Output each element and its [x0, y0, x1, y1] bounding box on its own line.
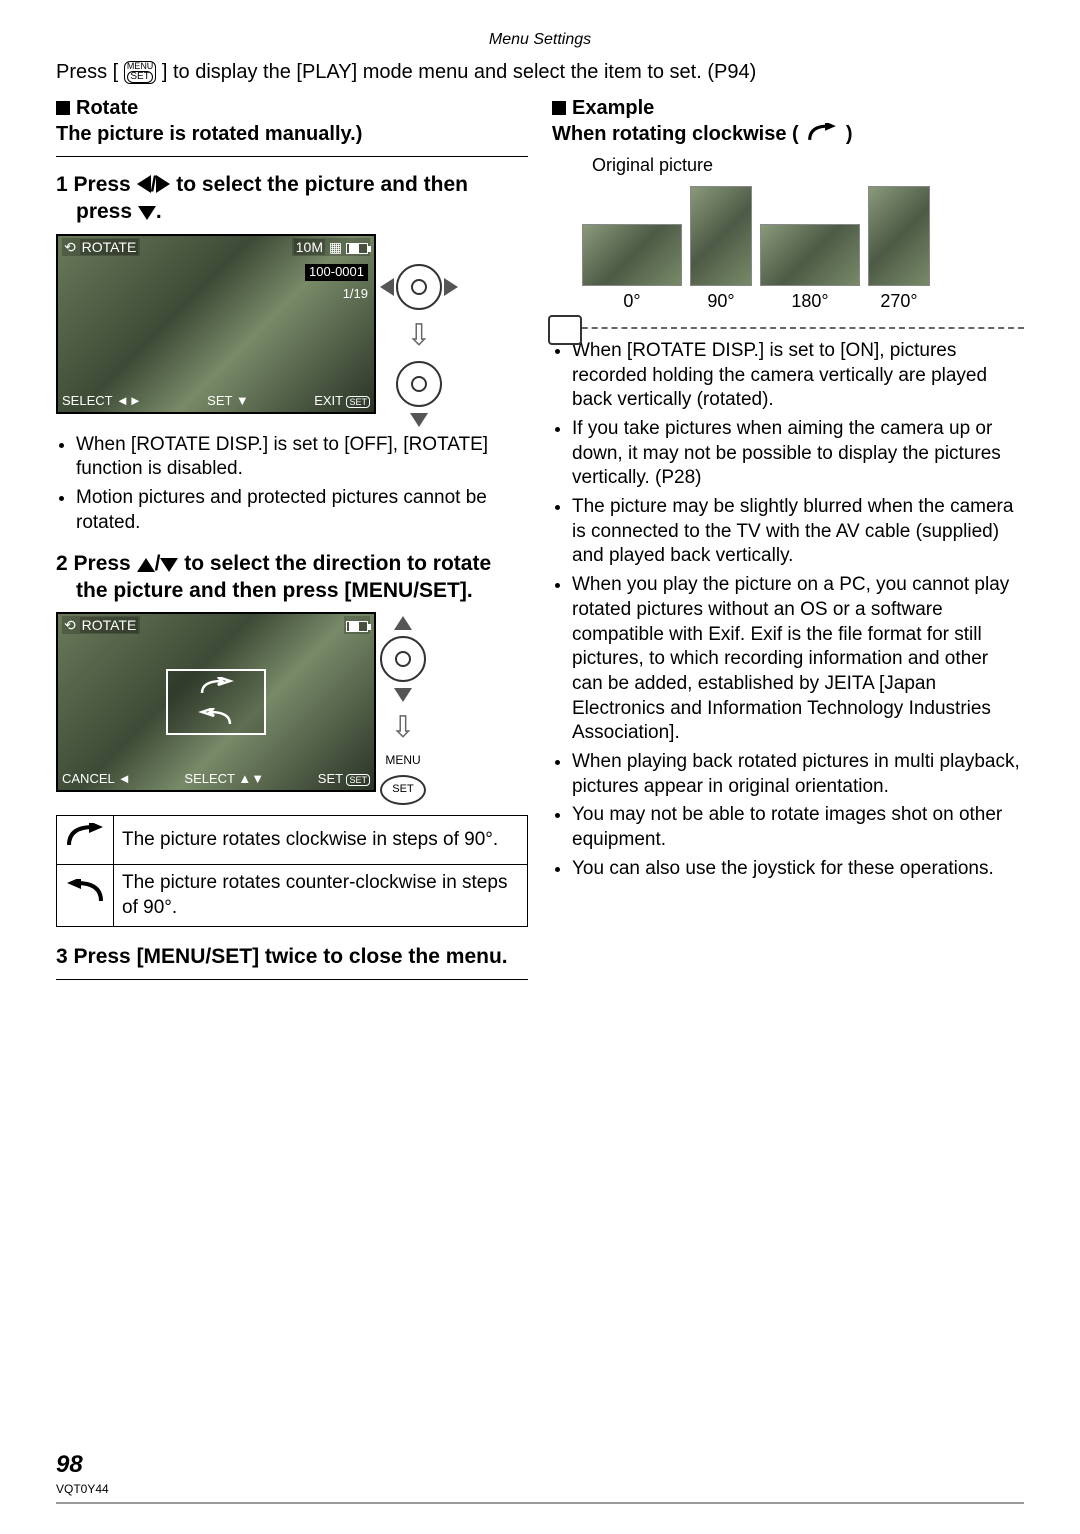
page-header: Menu Settings [0, 0, 1080, 59]
right-column: Example When rotating clockwise ( ) Orig… [552, 95, 1024, 994]
note-item: When [ROTATE DISP.] is set to [ON], pict… [572, 339, 1024, 413]
step-3-title: 3 Press [MENU/SET] twice to close the me… [56, 943, 528, 970]
dpad-icon [396, 264, 442, 310]
ccw-icon [57, 865, 114, 927]
degree-labels: 0° 90° 180° 270° [582, 290, 1024, 313]
table-row: The picture rotates clockwise in steps o… [57, 815, 528, 864]
dpad-icon [380, 636, 426, 682]
controls-2: ⇩ MENU SET [380, 612, 426, 805]
note-item: When [ROTATE DISP.] is set to [OFF], [RO… [76, 433, 528, 482]
set-button-icon: SET [380, 775, 426, 805]
step-1-title: 1 Press / to select the picture and then… [56, 171, 528, 226]
ccw-desc: The picture rotates counter-clockwise in… [114, 865, 528, 927]
rotation-table: The picture rotates clockwise in steps o… [56, 815, 528, 928]
note-item: If you take pictures when aiming the cam… [572, 417, 1024, 491]
note-item: When playing back rotated pictures in mu… [572, 750, 1024, 799]
rotate-heading: Rotate The picture is rotated manually.) [56, 95, 528, 148]
note-item: The picture may be slightly blurred when… [572, 495, 1024, 569]
thumbnails [582, 186, 1024, 286]
left-column: Rotate The picture is rotated manually.)… [56, 95, 528, 994]
cw-icon [57, 815, 114, 864]
lcd-screen-2: ⟲ ROTATE CANCEL ◄ SELECT ▲▼ SET SET [56, 612, 376, 792]
cw-desc: The picture rotates clockwise in steps o… [114, 815, 528, 864]
note-item: You may not be able to rotate images sho… [572, 803, 1024, 852]
notes-1: When [ROTATE DISP.] is set to [OFF], [RO… [56, 433, 528, 536]
down-arrow-icon: ⇩ [406, 316, 431, 355]
note-item: You can also use the joystick for these … [572, 857, 1024, 882]
thumb-180 [760, 224, 860, 286]
lcd-2-wrap: ⟲ ROTATE CANCEL ◄ SELECT ▲▼ SET SET ⇩ [56, 612, 528, 805]
lcd-1-wrap: ⟲ ROTATE 10M ▦ 100-0001 1/19 SELECT ◄► S… [56, 234, 528, 427]
dpad-icon [396, 361, 442, 407]
down-arrow-icon: ⇩ [390, 708, 415, 747]
page-number: 98 [56, 1449, 1024, 1480]
thumb-90 [690, 186, 752, 286]
thumb-270 [868, 186, 930, 286]
note-divider [552, 327, 1024, 329]
thumb-0 [582, 224, 682, 286]
original-label: Original picture [592, 154, 1024, 177]
table-row: The picture rotates counter-clockwise in… [57, 865, 528, 927]
notes-2: When [ROTATE DISP.] is set to [ON], pict… [552, 339, 1024, 881]
lcd-screen-1: ⟲ ROTATE 10M ▦ 100-0001 1/19 SELECT ◄► S… [56, 234, 376, 414]
intro-prefix: Press [ [56, 61, 118, 83]
note-item: When you play the picture on a PC, you c… [572, 573, 1024, 746]
menu-set-icon: MENU SET [124, 61, 157, 84]
page-footer: 98 VQT0Y44 [56, 1449, 1024, 1504]
note-item: Motion pictures and protected pictures c… [76, 486, 528, 535]
intro-line: Press [ MENU SET ] to display the [PLAY]… [0, 59, 1080, 85]
menu-label: MENU [385, 753, 420, 769]
controls-1: ⇩ [380, 234, 458, 427]
step-2-title: 2 Press / to select the direction to rot… [56, 550, 528, 605]
example-heading: Example When rotating clockwise ( ) [552, 95, 1024, 148]
doc-id: VQT0Y44 [56, 1482, 1024, 1498]
intro-suffix: ] to display the [PLAY] mode menu and se… [162, 61, 756, 83]
